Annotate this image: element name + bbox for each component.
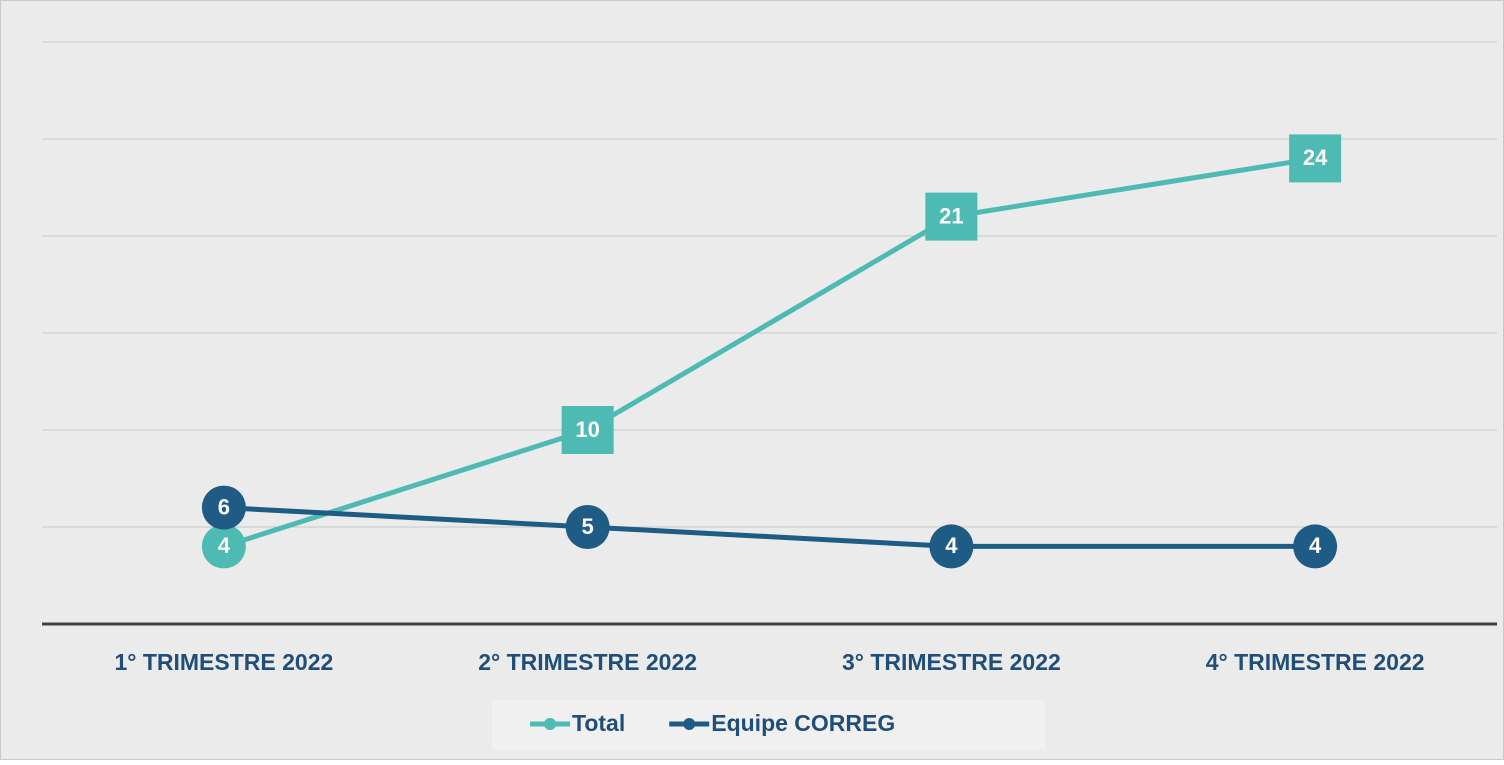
legend-box (492, 700, 1045, 750)
data-label-box (1289, 134, 1342, 183)
data-label: 24 (1303, 145, 1328, 170)
line-series (223, 155, 1316, 549)
legend-marker (544, 718, 556, 730)
data-label: 21 (939, 203, 963, 228)
data-label: 5 (582, 514, 594, 539)
x-tick-label: 4° TRIMESTRE 2022 (1206, 649, 1425, 675)
point-marker (565, 505, 610, 549)
data-label: 6 (218, 494, 230, 519)
x-tick-label: 1° TRIMESTRE 2022 (114, 649, 333, 675)
legend-label: Total (572, 710, 625, 736)
x-tick-label: 3° TRIMESTRE 2022 (842, 649, 1061, 675)
x-tick-label: 2° TRIMESTRE 2022 (478, 649, 697, 675)
data-label-box (561, 406, 614, 454)
data-label: 4 (945, 533, 958, 558)
point-marker (1293, 524, 1338, 569)
line-series (223, 505, 1316, 549)
data-label: 10 (575, 417, 599, 442)
data-label-box (925, 192, 978, 241)
legend-label: Equipe CORREG (711, 710, 895, 736)
point-marker (929, 524, 974, 569)
point-marker (201, 524, 246, 569)
point-marker (201, 485, 246, 530)
legend-marker (683, 718, 696, 730)
data-label: 4 (1309, 533, 1322, 558)
data-label: 4 (218, 533, 231, 558)
